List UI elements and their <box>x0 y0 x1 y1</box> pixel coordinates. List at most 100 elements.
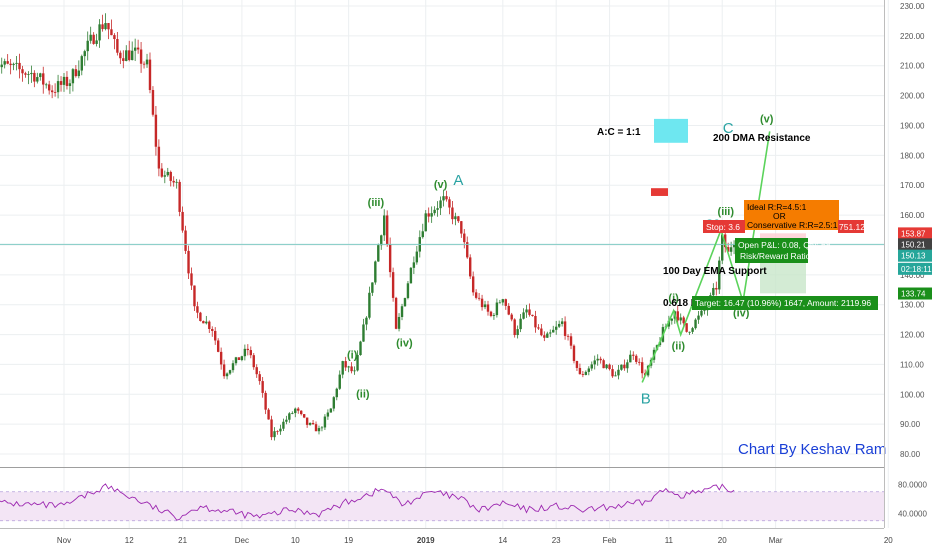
candle-body <box>611 369 614 377</box>
candle-body <box>130 50 134 61</box>
candle-body <box>439 200 442 209</box>
x-tick-label: 20 <box>884 536 893 545</box>
rsi-tick-label: 40.0000 <box>898 510 927 519</box>
candle-body <box>98 24 101 41</box>
wave-label: C <box>723 120 734 137</box>
candle-body <box>371 282 374 293</box>
candle-body <box>163 175 167 177</box>
candle-body <box>0 64 3 68</box>
candle-body <box>463 233 466 243</box>
open-pnl-box <box>735 238 808 263</box>
candle-body <box>45 84 48 86</box>
candle-body <box>157 146 161 169</box>
candle-body <box>368 292 371 318</box>
candle-body <box>297 408 300 411</box>
target-label: Target: 16.47 (10.96%) 1647, Amount: 211… <box>695 298 871 308</box>
price-badge-text: 153.87 <box>901 229 926 238</box>
candle-body <box>12 63 15 65</box>
candle-body <box>302 414 306 418</box>
candle-body <box>154 114 158 147</box>
candle-body <box>228 370 232 374</box>
candle-body <box>397 316 401 329</box>
candle-body <box>89 34 92 41</box>
wave-label: (i) <box>347 349 358 361</box>
candle-body <box>670 318 674 321</box>
candle-body <box>590 364 593 369</box>
candle-body <box>145 59 149 65</box>
x-tick-label: 20 <box>718 536 727 545</box>
candle-body <box>9 63 12 65</box>
candle-body <box>50 90 54 93</box>
candle-body <box>605 364 608 369</box>
candle-body <box>566 335 570 337</box>
candle-body <box>219 351 223 365</box>
x-tick-label: 2019 <box>417 536 435 545</box>
candle-body <box>617 369 620 376</box>
candle-body <box>21 69 24 74</box>
candle-body <box>243 348 247 357</box>
y-tick-label: 220.00 <box>900 32 925 41</box>
candle-body <box>335 388 338 398</box>
candle-body <box>593 360 596 365</box>
candle-body <box>139 49 143 64</box>
candle-body <box>510 314 513 320</box>
candle-body <box>522 312 525 319</box>
price-badge <box>898 249 932 262</box>
candle-body <box>403 298 407 307</box>
stop-label-box <box>703 220 745 233</box>
candle-body <box>255 367 258 375</box>
candle-body <box>474 292 478 298</box>
candle-body <box>116 39 119 53</box>
candle-body <box>697 315 700 320</box>
candle-body <box>513 319 516 336</box>
candle-body <box>412 262 416 268</box>
dma-resistance-label: 200 DMA Resistance <box>713 133 811 144</box>
candle-body <box>199 312 202 322</box>
candle-body <box>483 304 487 308</box>
candle-body <box>623 364 626 369</box>
candle-body <box>314 424 318 432</box>
candle-body <box>160 168 164 177</box>
candle-body <box>133 47 137 51</box>
y-tick-label: 170.00 <box>900 181 925 190</box>
candle-body <box>119 52 122 59</box>
candle-body <box>56 81 60 93</box>
candle-body <box>216 340 220 352</box>
candle-body <box>495 302 499 316</box>
candle-body <box>282 421 285 429</box>
ideal-rr-box <box>744 200 839 230</box>
candle-body <box>113 35 116 40</box>
grid-layer <box>0 0 889 528</box>
stop-value: 751.12 <box>839 222 865 232</box>
candle-body <box>184 230 187 251</box>
candle-body <box>291 413 294 414</box>
candle-body <box>362 324 365 342</box>
candle-body <box>300 410 303 415</box>
candle-body <box>39 73 42 78</box>
candle-body <box>575 361 579 368</box>
wave-label: (iv) <box>396 338 413 350</box>
candle-body <box>208 321 211 329</box>
wave-label: B <box>641 390 651 407</box>
x-tick-label: Mar <box>769 536 783 545</box>
candle-body <box>276 431 279 433</box>
candle-body <box>240 356 244 361</box>
candle-body <box>323 416 327 428</box>
candle-body <box>74 69 78 77</box>
target-label-box <box>692 296 878 310</box>
x-tick-label: 19 <box>344 536 353 545</box>
candle-body <box>86 40 89 52</box>
candle-body <box>703 310 706 312</box>
wave-label: (i) <box>668 293 679 305</box>
candle-body <box>608 364 611 370</box>
x-tick-label: 21 <box>178 536 187 545</box>
candle-body <box>507 305 510 315</box>
candle-body <box>190 273 193 286</box>
candle-body <box>47 84 51 91</box>
candle-body <box>537 327 540 329</box>
candle-body <box>718 260 721 290</box>
candle-body <box>350 366 353 372</box>
stop-label: Stop: 3.6 <box>706 222 740 232</box>
